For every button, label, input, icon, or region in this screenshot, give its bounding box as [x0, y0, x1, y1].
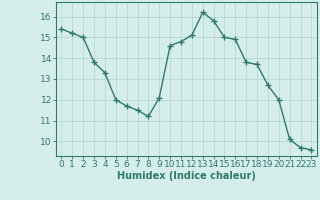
X-axis label: Humidex (Indice chaleur): Humidex (Indice chaleur) — [117, 171, 256, 181]
